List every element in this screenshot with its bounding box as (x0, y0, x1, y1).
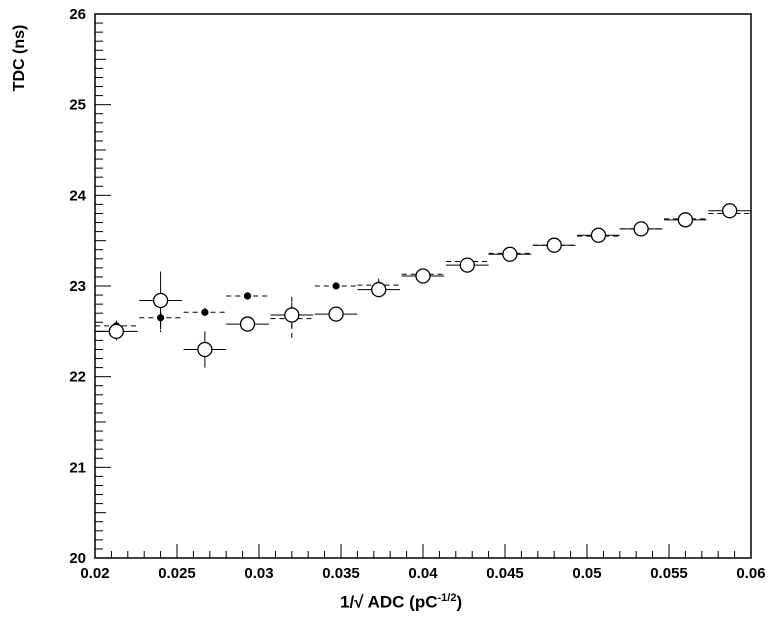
y-tick-label: 22 (69, 369, 86, 386)
x-axis-title-main: 1/√ ADC (pC (340, 592, 438, 612)
open-circle-point (677, 212, 694, 228)
plot-area (95, 203, 751, 368)
x-axis-title-exponent: -1/2 (437, 592, 457, 604)
open-circle-point (371, 281, 387, 298)
x-axis: 0.02 0.025 0.03 0.035 0.04 0.045 0.05 0.055 0.06 (80, 544, 766, 582)
x-tick-label: 0.035 (322, 565, 360, 582)
open-circle-point (546, 237, 562, 253)
y-tick-label: 26 (69, 6, 86, 23)
filled-circle-point (332, 282, 340, 290)
open-circle-point (722, 203, 738, 219)
open-circle-point (502, 246, 518, 262)
open-circle-point (328, 306, 344, 322)
y-tick-label: 24 (69, 187, 86, 204)
open-circle-point (459, 257, 475, 273)
x-axis-title: 1/√ ADC (pC-1/2) (340, 592, 462, 613)
x-tick-label: 0.025 (158, 565, 196, 582)
x-axis-title-close: ) (456, 592, 463, 612)
filled-circle-point (243, 292, 252, 300)
open-circle-point (152, 292, 169, 309)
y-tick-label: 21 (69, 459, 86, 476)
open-circle-point (197, 341, 213, 358)
open-circle-point (284, 307, 300, 323)
series-open-circles (95, 203, 751, 368)
y-axis-title: TDC (ns) (11, 25, 28, 92)
x-tick-label: 0.055 (650, 565, 688, 582)
plot-frame (94, 13, 752, 559)
filled-circle-point (201, 308, 209, 316)
open-circle-point (590, 227, 607, 243)
y-axis: 20 21 22 23 24 25 26 (69, 6, 111, 567)
open-circle-point (633, 221, 649, 237)
x-tick-label: 0.06 (736, 565, 765, 582)
x-tick-label: 0.03 (244, 565, 273, 582)
x-tick-label: 0.02 (80, 565, 109, 582)
open-circle-point (108, 323, 124, 339)
open-circle-point (415, 268, 431, 284)
x-tick-label: 0.04 (408, 565, 438, 582)
x-tick-label: 0.045 (486, 565, 524, 582)
open-circle-point (239, 316, 256, 332)
x-tick-label: 0.05 (572, 565, 601, 582)
y-tick-label: 20 (69, 550, 86, 567)
y-tick-label: 23 (69, 278, 86, 295)
y-tick-label: 25 (69, 97, 86, 114)
